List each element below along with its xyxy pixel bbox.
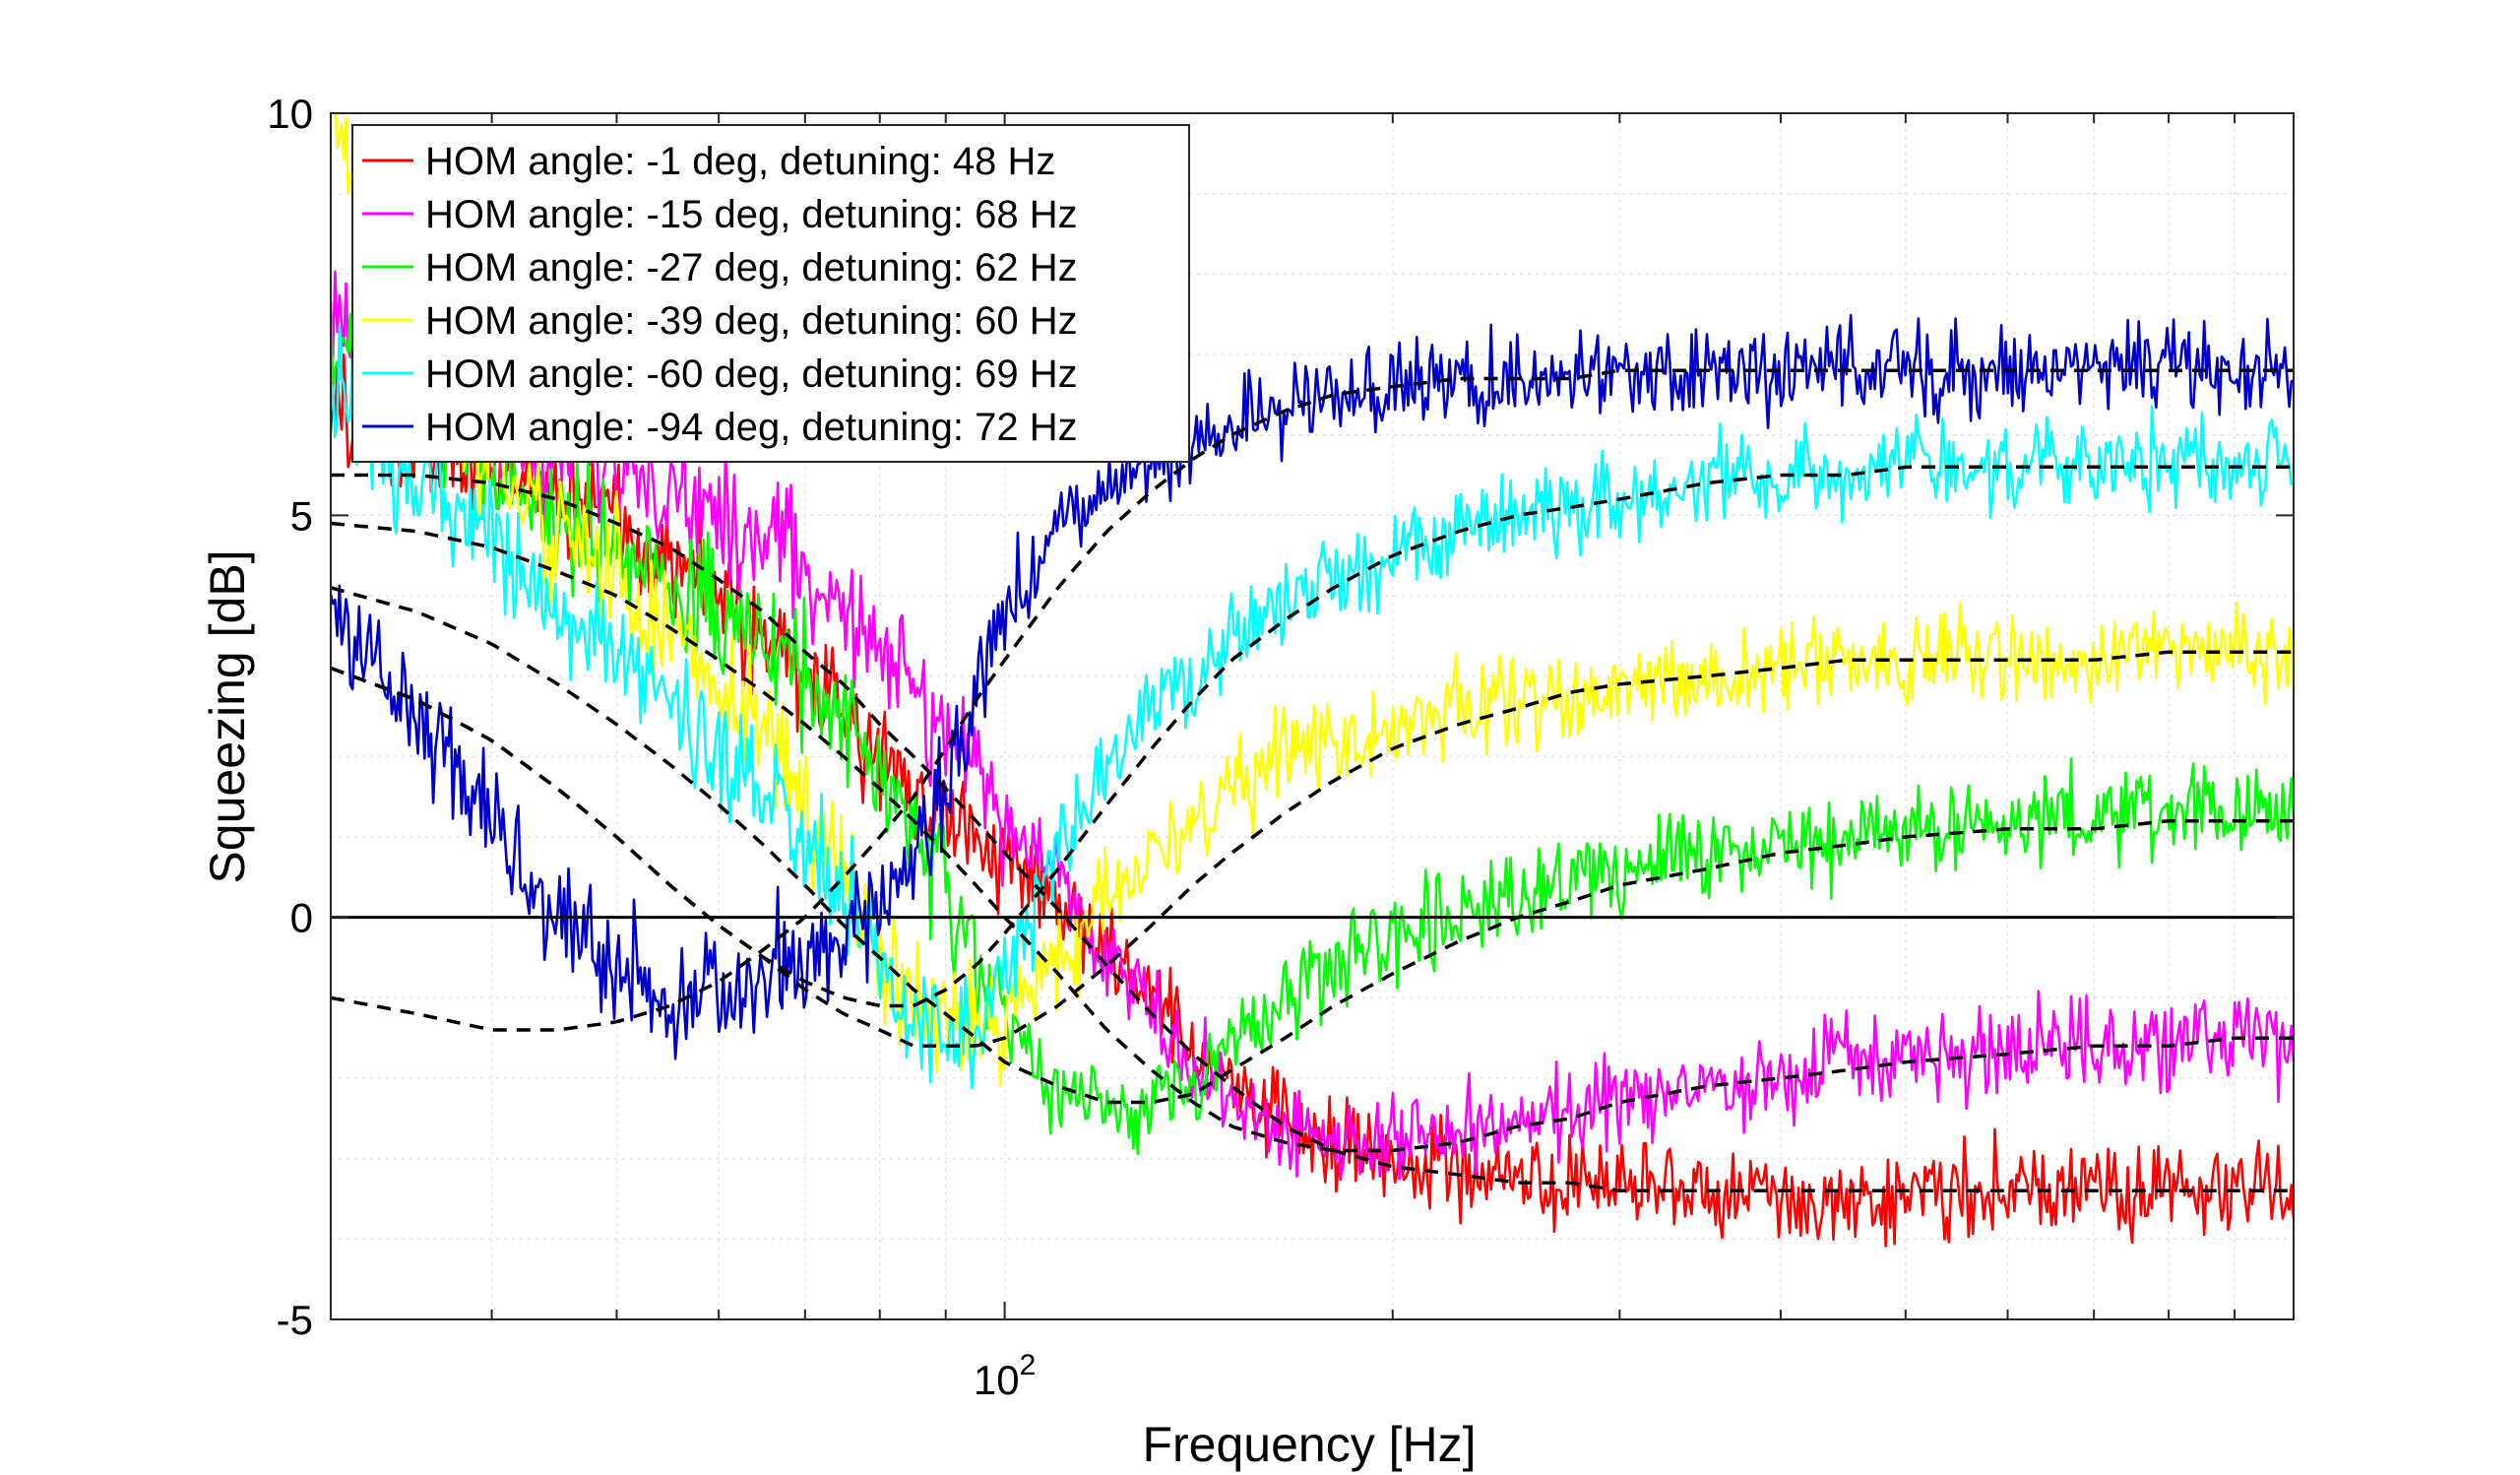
data-series-line bbox=[334, 113, 2294, 1088]
legend-label: HOM angle: -15 deg, detuning: 68 Hz bbox=[425, 193, 1078, 236]
legend: HOM angle: -1 deg, detuning: 48 Hz HOM an… bbox=[351, 124, 1190, 463]
series-layer bbox=[331, 113, 2294, 1248]
legend-label: HOM angle: -60 deg, detuning: 69 Hz bbox=[425, 353, 1078, 396]
legend-label: HOM angle: -1 deg, detuning: 48 Hz bbox=[425, 140, 1055, 183]
y-tick-label: -5 bbox=[277, 1297, 313, 1343]
y-axis-label: Squeezing [dB] bbox=[200, 549, 255, 883]
y-tick-label: 0 bbox=[290, 895, 313, 941]
legend-label: HOM angle: -27 deg, detuning: 62 Hz bbox=[425, 246, 1078, 289]
fit-curve-dashed bbox=[331, 465, 2294, 1008]
legend-label: HOM angle: -39 deg, detuning: 60 Hz bbox=[425, 299, 1078, 343]
data-series-line bbox=[331, 313, 2294, 1060]
axis-ticks: -5 0 5 10 102 bbox=[267, 91, 2294, 1403]
data-series-line bbox=[331, 325, 2294, 1090]
axes-frame bbox=[330, 112, 2295, 1320]
data-series-line bbox=[331, 268, 2294, 1181]
fit-curve-dashed bbox=[331, 368, 2294, 1032]
fit-curves-layer bbox=[331, 368, 2294, 1193]
x-tick-label: 102 bbox=[974, 1349, 1036, 1403]
data-series-line bbox=[331, 295, 2294, 1155]
fit-curve-dashed bbox=[331, 473, 2294, 1193]
y-tick-label: 10 bbox=[267, 91, 313, 137]
legend-label: HOM angle: -94 deg, detuning: 72 Hz bbox=[425, 406, 1078, 449]
data-series-line bbox=[331, 353, 2294, 1248]
legend-box bbox=[351, 124, 1190, 463]
x-axis-label: Frequency [Hz] bbox=[1142, 1417, 1476, 1472]
y-tick-label: 5 bbox=[290, 492, 313, 539]
